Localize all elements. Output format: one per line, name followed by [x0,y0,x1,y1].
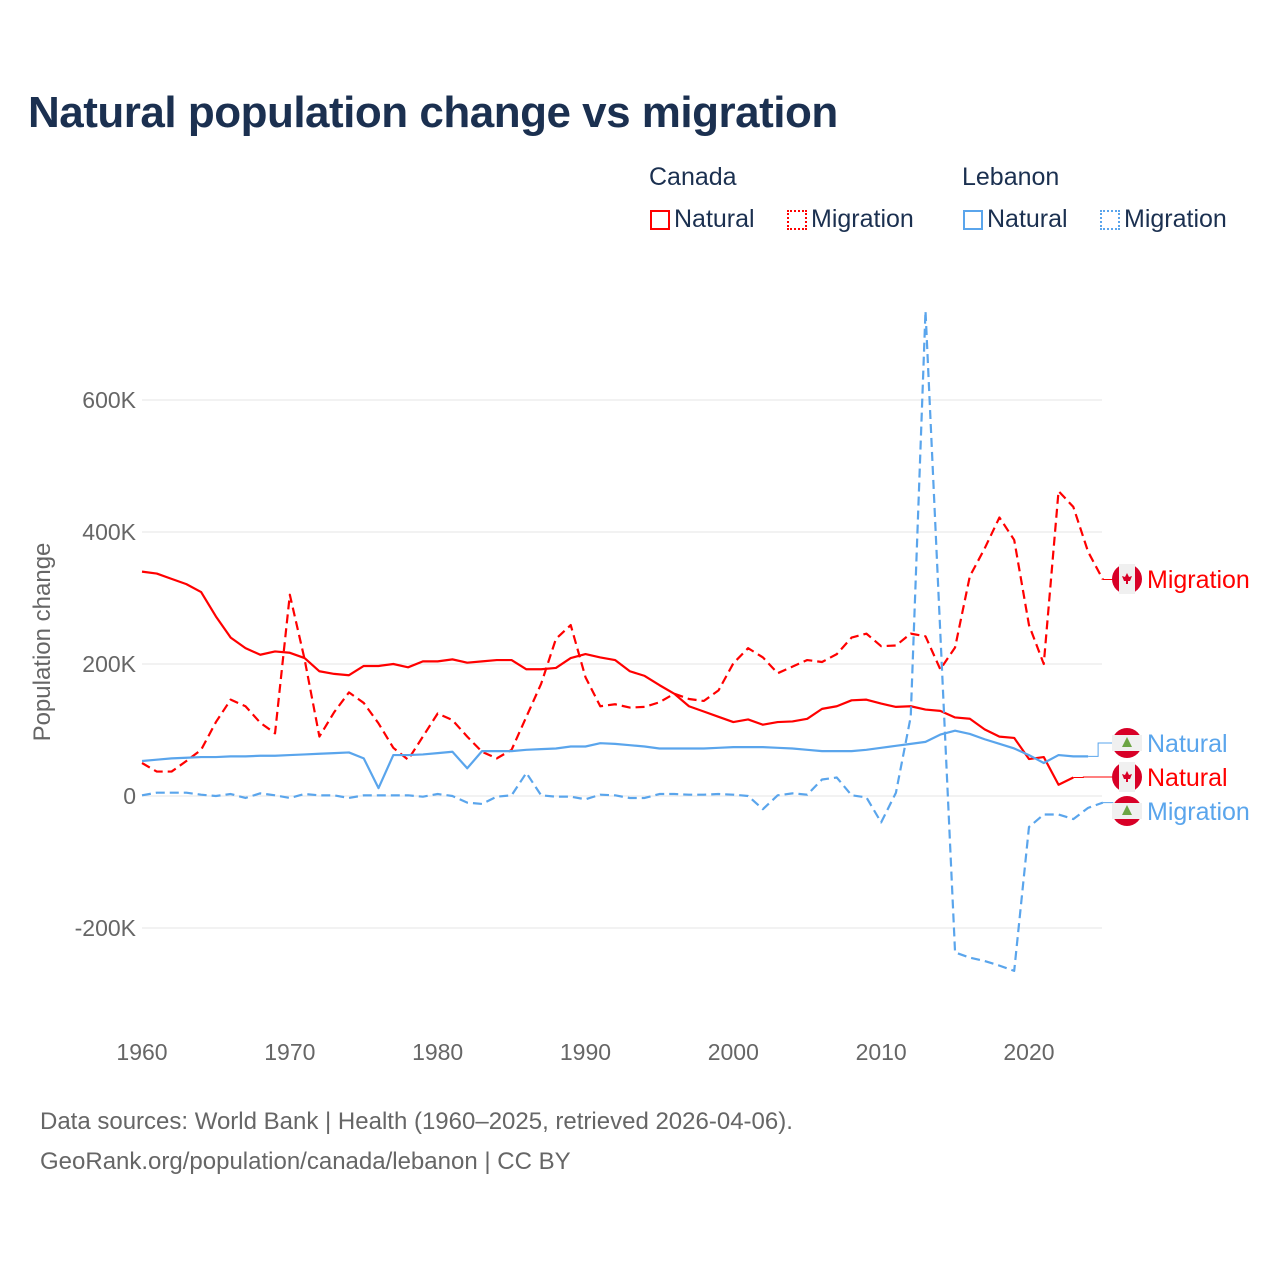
legend-label: Natural [987,205,1068,233]
x-tick-label: 1970 [264,1039,315,1065]
legend-lebanon-natural[interactable]: Natural [963,205,1068,234]
footer-sources: Data sources: World Bank | Health (1960–… [40,1108,793,1135]
y-tick-label: 400K [82,519,136,545]
legend-swatch-solid-icon [650,209,670,230]
x-tick-label: 1980 [412,1039,463,1065]
y-tick-label: -200K [75,915,137,941]
legend-canada-natural[interactable]: Natural [650,205,755,234]
series-line-canada-migration[interactable] [141,489,1104,773]
series-end-label: Migration [1147,798,1250,826]
y-tick-label: 0 [123,783,136,809]
x-tick-label: 1990 [560,1039,611,1065]
series-line-lebanon-natural[interactable] [141,729,1089,790]
series-end-label: Migration [1147,566,1250,594]
lebanon-flag-icon [1112,796,1142,826]
series-line-canada-natural[interactable] [141,570,1074,786]
legend-group-lebanon: Lebanon [962,163,1060,191]
legend-label: Natural [674,205,755,233]
label-connector [1088,742,1112,757]
x-tick-label: 1960 [116,1039,167,1065]
legend-group-canada: Canada [649,163,737,191]
canada-flag-icon [1112,564,1142,594]
series-end-label: Natural [1147,764,1228,792]
label-connector [1102,578,1114,581]
legend-swatch-dotted-icon [787,209,807,230]
label-connector [1102,802,1114,812]
x-tick-label: 2010 [856,1039,907,1065]
y-axis-label: Population change [29,543,56,742]
series-line-lebanon-migration[interactable] [141,309,1104,973]
legend-label: Migration [811,205,914,233]
legend-canada-migration[interactable]: Migration [787,205,914,234]
legend-swatch-dotted-icon [1100,209,1120,230]
canada-flag-icon [1112,762,1142,792]
legend-label: Migration [1124,205,1227,233]
y-tick-label: 600K [82,387,136,413]
x-tick-label: 2020 [1003,1039,1054,1065]
lebanon-flag-icon [1112,728,1142,758]
legend-lebanon-migration[interactable]: Migration [1100,205,1227,234]
footer-link[interactable]: GeoRank.org/population/canada/lebanon | … [40,1148,571,1175]
y-tick-label: 200K [82,651,136,677]
label-connector [1073,776,1112,779]
legend-swatch-solid-icon [963,209,983,230]
x-tick-label: 2000 [708,1039,759,1065]
series-end-label: Natural [1147,730,1228,758]
chart-title: Natural population change vs migration [28,88,838,137]
